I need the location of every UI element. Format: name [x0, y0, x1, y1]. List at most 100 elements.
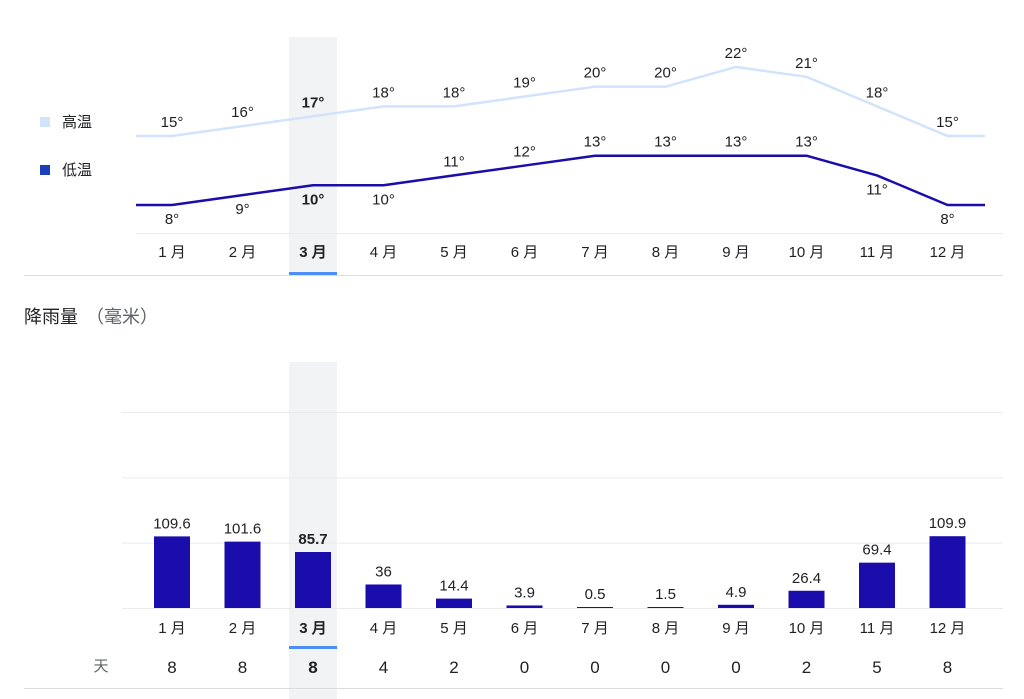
precip-unit: （毫米） [86, 307, 158, 327]
high-temp-label: 18° [372, 84, 395, 101]
precip-month-label: 8 月 [652, 620, 680, 637]
precip-month-label: 12 月 [930, 620, 966, 637]
legend-high-label: 高温 [62, 114, 93, 131]
precip-bar [788, 590, 825, 608]
precip-bar [647, 607, 684, 608]
precip-value-label: 36 [375, 563, 392, 580]
low-temp-line [136, 154, 985, 207]
precip-bar [365, 584, 402, 608]
rain-days-value: 0 [520, 658, 529, 677]
low-temp-label: 12° [513, 144, 536, 161]
precip-value-label: 14.4 [439, 578, 468, 595]
precip-value-label: 85.7 [298, 531, 327, 548]
low-temp-label: 10° [372, 191, 395, 208]
rain-days-value: 8 [308, 658, 317, 677]
low-temp-label: 11° [866, 181, 888, 198]
low-temp-label: 11° [443, 153, 465, 170]
rain-days-value: 0 [661, 658, 670, 677]
rain-days-value: 2 [449, 658, 458, 677]
high-temp-label: 20° [654, 65, 677, 82]
month-label: 1 月 [158, 244, 186, 261]
precip-value-label: 69.4 [862, 542, 891, 559]
low-temp-label: 13° [584, 134, 607, 151]
high-temp-label: 22° [725, 45, 748, 62]
precip-month-label: 6 月 [511, 620, 539, 637]
precip-value-label: 26.4 [792, 570, 821, 587]
precip-month-label: 11 月 [860, 620, 895, 637]
precip-month-label: 9 月 [722, 620, 750, 637]
low-temp-label: 10° [302, 191, 325, 208]
low-temp-label: 13° [725, 134, 748, 151]
month-label: 12 月 [930, 244, 966, 261]
high-temp-label: 18° [866, 84, 889, 101]
selected-month-underline-precip [289, 646, 337, 649]
high-temp-label: 21° [795, 55, 818, 72]
month-label: 2 月 [229, 244, 257, 261]
precip-value-label: 1.5 [655, 586, 676, 603]
high-temp-label: 20° [584, 65, 607, 82]
precip-value-label: 109.6 [153, 515, 191, 532]
rain-days-value: 8 [943, 658, 952, 677]
month-label: 3 月 [299, 244, 327, 261]
high-temp-label: 17° [302, 94, 325, 111]
selected-month-underline-temp [289, 272, 337, 275]
rain-days-value: 8 [238, 658, 247, 677]
precip-month-label: 4 月 [370, 620, 398, 637]
precip-month-label: 10 月 [789, 620, 825, 637]
precip-bar [577, 607, 613, 608]
month-label: 4 月 [370, 244, 398, 261]
precip-month-label: 1 月 [158, 620, 186, 637]
precip-bar [295, 552, 331, 608]
month-label: 8 月 [652, 244, 680, 261]
month-label: 11 月 [860, 244, 895, 261]
rain-days-label: 天 [93, 658, 108, 675]
precip-bar [718, 604, 754, 608]
precip-value-label: 109.9 [929, 515, 967, 532]
high-temp-label: 15° [161, 114, 184, 131]
low-temp-label: 13° [654, 134, 677, 151]
high-temp-label: 19° [513, 75, 536, 92]
low-temp-label: 13° [795, 134, 818, 151]
low-temp-label: 8° [940, 211, 954, 228]
month-label: 6 月 [511, 244, 539, 261]
high-temp-label: 16° [231, 104, 254, 121]
legend-low-label: 低温 [62, 162, 93, 179]
rain-days-value: 4 [379, 658, 388, 677]
precip-value-label: 0.5 [585, 586, 606, 603]
rain-days-value: 2 [802, 658, 811, 677]
month-label: 7 月 [581, 244, 609, 261]
high-temp-line [136, 65, 985, 138]
precip-month-label: 3 月 [299, 620, 327, 637]
precip-title: 降雨量 （毫米） [24, 303, 158, 329]
rain-days-value: 5 [872, 658, 881, 677]
rain-days-value: 8 [167, 658, 176, 677]
precip-value-label: 3.9 [514, 584, 535, 601]
selected-month-highlight-temp [289, 37, 337, 275]
precip-bar [506, 605, 543, 608]
precip-month-label: 2 月 [229, 620, 257, 637]
precip-title-text: 降雨量 [24, 307, 78, 327]
month-label: 10 月 [789, 244, 825, 261]
rain-days-value: 0 [590, 658, 599, 677]
precip-bar [154, 536, 190, 608]
month-label: 9 月 [722, 244, 750, 261]
precip-value-label: 101.6 [224, 521, 262, 538]
high-temp-label: 15° [936, 114, 959, 131]
precip-month-label: 5 月 [440, 620, 468, 637]
precip-month-label: 7 月 [581, 620, 609, 637]
selected-month-highlight-precip [289, 362, 337, 699]
precip-bar [224, 541, 261, 608]
precip-bar [859, 562, 895, 608]
high-temp-label: 18° [443, 84, 466, 101]
legend-low-swatch [40, 164, 50, 175]
precip-value-label: 4.9 [726, 584, 747, 601]
low-temp-label: 8° [165, 211, 179, 228]
rain-days-value: 0 [731, 658, 740, 677]
precip-bar [929, 536, 966, 608]
legend-low: 低温 [40, 159, 92, 180]
month-label: 5 月 [440, 244, 468, 261]
legend-high: 高温 [40, 111, 92, 132]
precip-bar [436, 598, 472, 608]
legend-high-swatch [40, 116, 50, 127]
